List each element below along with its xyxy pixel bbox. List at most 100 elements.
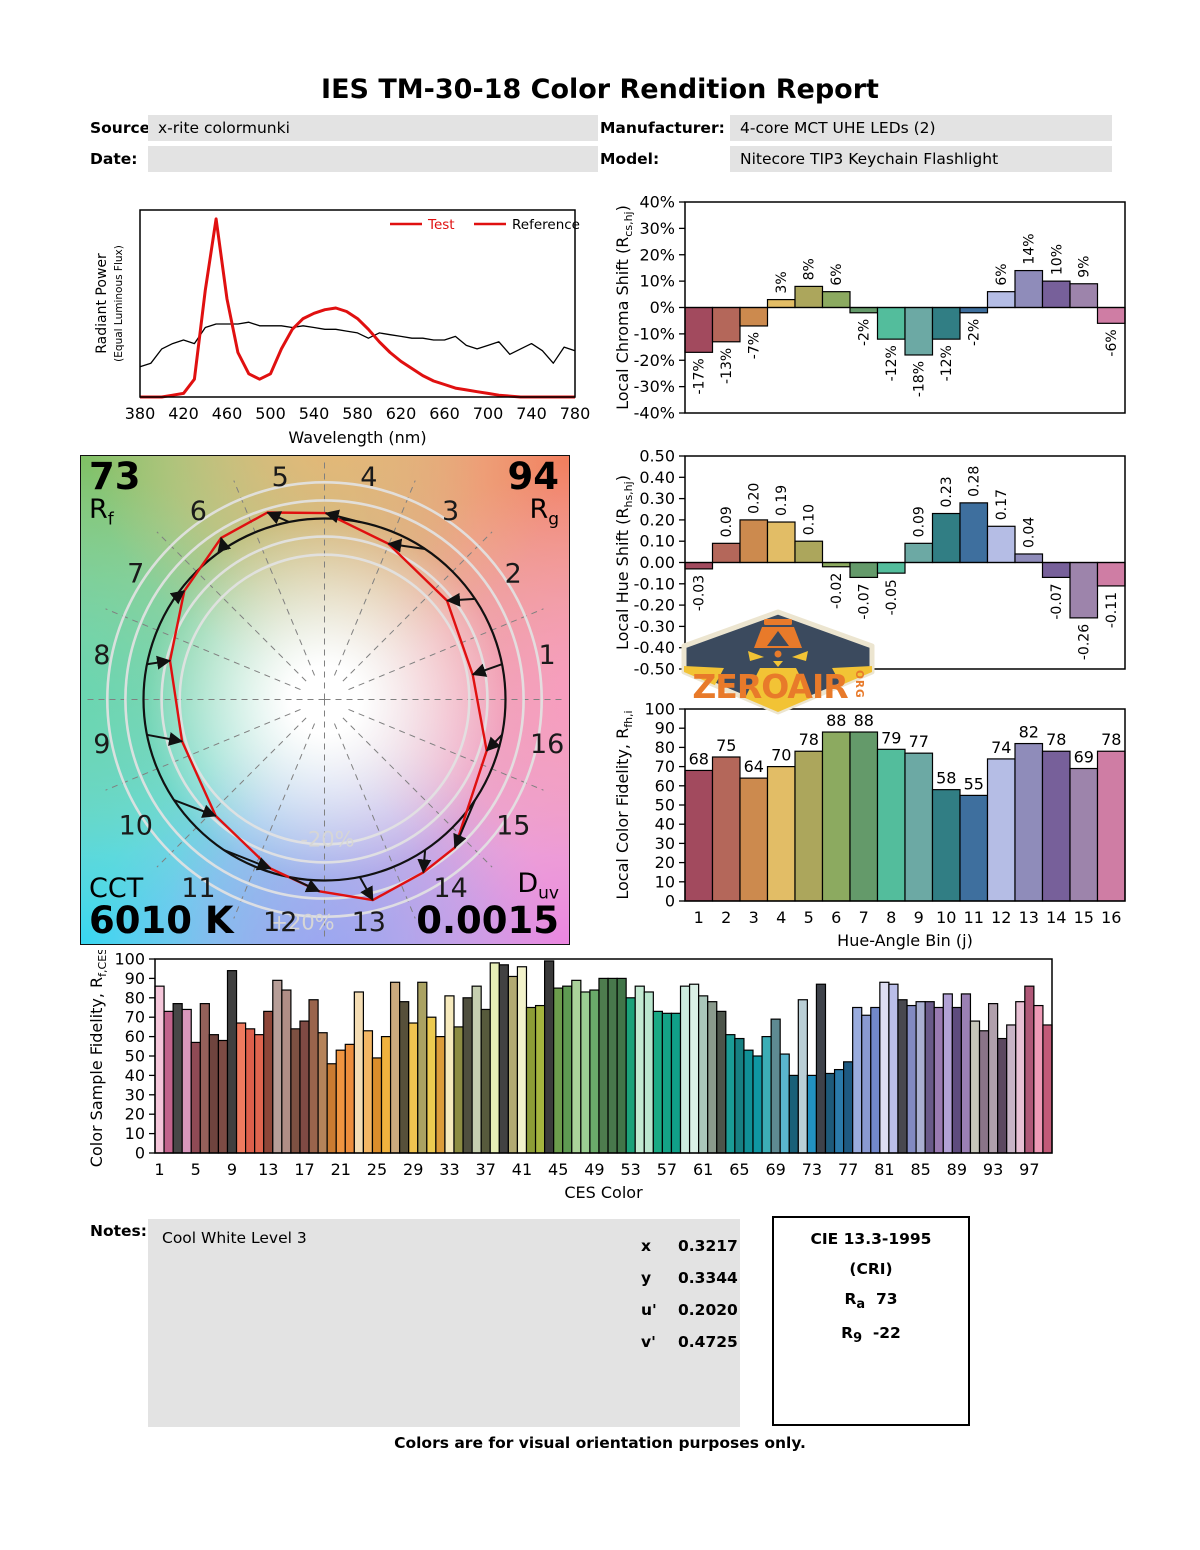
svg-text:40: 40 — [125, 1066, 145, 1085]
svg-text:20: 20 — [125, 1105, 145, 1124]
svg-text:-0.10: -0.10 — [634, 574, 675, 593]
chromaticity-v-label: v' — [641, 1333, 656, 1351]
svg-text:13: 13 — [1019, 908, 1039, 927]
svg-text:40: 40 — [655, 815, 675, 834]
svg-text:6: 6 — [831, 908, 841, 927]
svg-text:64: 64 — [744, 757, 764, 776]
chart-canvas: Local Hue Shift (Rhs,hj)-0.50-0.40-0.30-… — [613, 447, 1126, 679]
svg-text:30%: 30% — [639, 219, 675, 238]
svg-text:Test: Test — [427, 217, 455, 233]
svg-text:78: 78 — [1046, 730, 1066, 749]
svg-text:0.19: 0.19 — [774, 485, 790, 516]
svg-text:0.09: 0.09 — [719, 506, 735, 537]
svg-text:740: 740 — [516, 404, 547, 423]
svg-text:0.20: 0.20 — [639, 510, 675, 529]
svg-text:21: 21 — [331, 1160, 351, 1179]
svg-text:0%: 0% — [650, 298, 675, 317]
svg-text:0.09: 0.09 — [912, 506, 928, 537]
model-field: Nitecore TIP3 Keychain Flashlight — [730, 146, 1112, 172]
svg-text:9: 9 — [93, 729, 110, 760]
svg-text:2: 2 — [721, 908, 731, 927]
svg-text:14: 14 — [1046, 908, 1066, 927]
svg-text:8: 8 — [886, 908, 896, 927]
svg-text:15: 15 — [496, 811, 530, 842]
svg-text:37: 37 — [476, 1160, 496, 1179]
svg-text:Local Chroma Shift (Rcs,hj): Local Chroma Shift (Rcs,hj) — [613, 205, 635, 410]
svg-text:-12%: -12% — [884, 345, 900, 381]
svg-text:Local Hue Shift (Rhs,hj): Local Hue Shift (Rhs,hj) — [613, 475, 635, 650]
page-title: IES TM-30-18 Color Rendition Report — [321, 74, 879, 105]
svg-text:0.50: 0.50 — [639, 448, 675, 466]
chromaticity-y-label: y — [641, 1269, 652, 1287]
svg-text:68: 68 — [689, 749, 709, 768]
svg-text:77: 77 — [909, 732, 929, 751]
svg-text:1: 1 — [539, 640, 556, 671]
svg-text:-20%: -20% — [300, 828, 354, 852]
svg-text:-17%: -17% — [692, 358, 708, 394]
svg-text:69: 69 — [1074, 748, 1094, 767]
notes-label: Notes: — [90, 1222, 147, 1240]
svg-text:30: 30 — [655, 834, 675, 853]
svg-text:0.04: 0.04 — [1022, 517, 1038, 548]
svg-text:-0.02: -0.02 — [829, 573, 845, 609]
svg-text:11: 11 — [181, 873, 215, 904]
svg-text:25: 25 — [367, 1160, 387, 1179]
source-label: Source: — [90, 119, 157, 137]
svg-text:-12%: -12% — [939, 345, 955, 381]
svg-text:30: 30 — [125, 1085, 145, 1104]
svg-text:20%: 20% — [639, 245, 675, 264]
svg-text:-0.07: -0.07 — [1049, 583, 1065, 619]
svg-text:0.23: 0.23 — [939, 476, 955, 507]
svg-text:7: 7 — [127, 558, 144, 589]
svg-text:660: 660 — [429, 404, 460, 423]
svg-text:50: 50 — [655, 796, 675, 815]
svg-text:10: 10 — [125, 1124, 145, 1143]
date-field — [148, 146, 598, 172]
svg-text:10: 10 — [119, 811, 153, 842]
svg-text:45: 45 — [548, 1160, 568, 1179]
chromaticity-x-value: 0.3217 — [678, 1237, 738, 1255]
local-color-fidelity-chart: Local Color Fidelity, Rfh,i 0 10 20 30 40 50 60… — [608, 700, 1168, 956]
manufacturer-field: 4-core MCT UHE LEDs (2) — [730, 115, 1112, 141]
svg-text:80: 80 — [655, 738, 675, 757]
svg-text:-18%: -18% — [912, 361, 928, 397]
svg-text:580: 580 — [342, 404, 373, 423]
svg-text:500: 500 — [255, 404, 286, 423]
svg-text:61: 61 — [693, 1160, 713, 1179]
cri-title: CIE 13.3-1995 — [810, 1230, 932, 1248]
svg-text:9: 9 — [227, 1160, 237, 1179]
svg-text:Reference: Reference — [512, 217, 580, 233]
svg-text:6%: 6% — [829, 263, 845, 285]
svg-text:89: 89 — [947, 1160, 967, 1179]
svg-text:41: 41 — [512, 1160, 532, 1179]
svg-text:-0.07: -0.07 — [857, 583, 873, 619]
svg-text:780: 780 — [560, 404, 591, 423]
svg-text:-0.11: -0.11 — [1104, 592, 1120, 628]
svg-text:57: 57 — [657, 1160, 677, 1179]
svg-text:Color Sample Fidelity, Rf,CESi: Color Sample Fidelity, Rf,CESi — [87, 950, 109, 1167]
logo-wordmark-suffix: ORG — [853, 670, 865, 699]
cct-value: CCT 6010 K — [89, 872, 234, 943]
svg-text:-40%: -40% — [634, 404, 675, 423]
svg-text:90: 90 — [655, 719, 675, 738]
svg-text:16: 16 — [1101, 908, 1121, 927]
svg-text:58: 58 — [936, 769, 956, 788]
duv-value: Duv 0.0015 — [416, 867, 559, 943]
chromaticity-u-label: u' — [641, 1301, 657, 1319]
svg-text:-6%: -6% — [1104, 329, 1120, 356]
svg-text:12: 12 — [263, 907, 297, 938]
svg-text:0: 0 — [135, 1144, 145, 1163]
svg-text:79: 79 — [881, 728, 901, 747]
cri-summary-box: CIE 13.3-1995 (CRI) Ra 73 R9 -22 — [772, 1216, 970, 1426]
svg-text:97: 97 — [1019, 1160, 1039, 1179]
svg-text:53: 53 — [621, 1160, 641, 1179]
rg-score: 94 Rg — [507, 455, 560, 530]
svg-text:Radiant Power: Radiant Power — [94, 253, 110, 354]
svg-text:-30%: -30% — [634, 377, 675, 396]
svg-text:-0.50: -0.50 — [634, 660, 675, 679]
svg-text:3: 3 — [749, 908, 759, 927]
chromaticity-y-value: 0.3344 — [678, 1269, 738, 1287]
svg-text:40%: 40% — [639, 193, 675, 212]
